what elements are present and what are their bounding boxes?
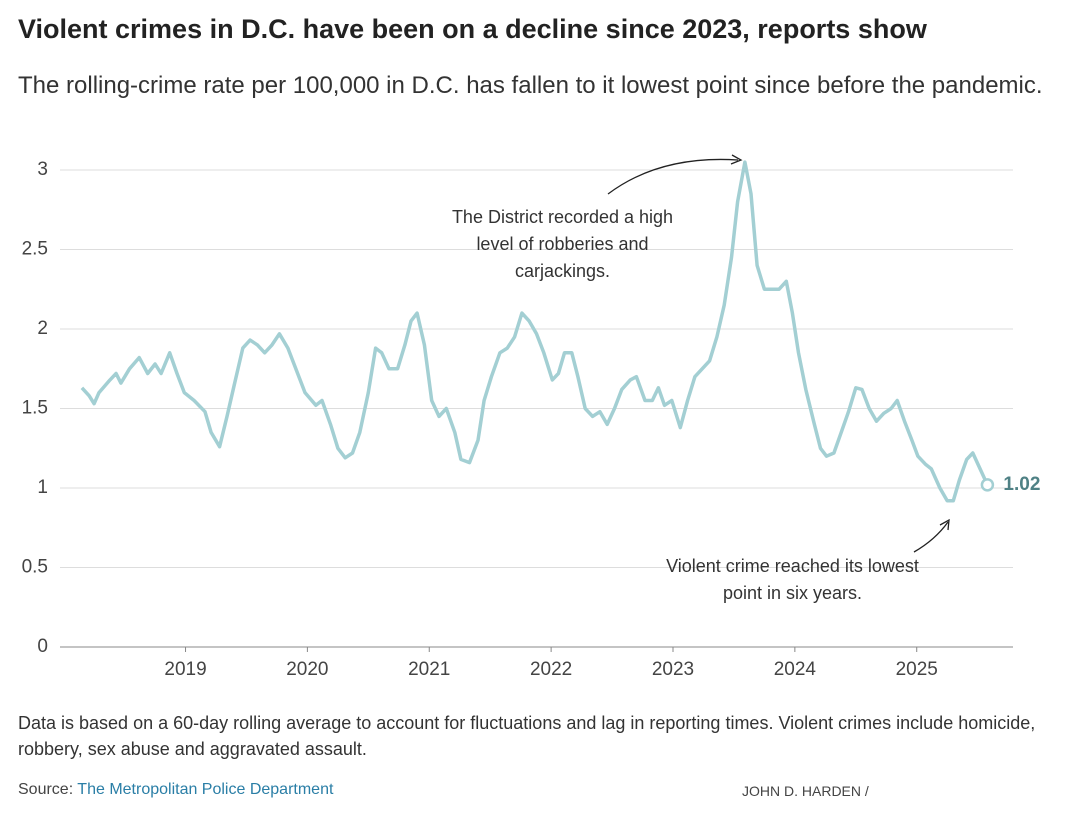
source-link[interactable]: The Metropolitan Police Department xyxy=(77,781,334,798)
chart-subtitle: The rolling-crime rate per 100,000 in D.… xyxy=(18,72,1043,99)
plot-area: 0 0.5 1 1.5 2 2.5 3 2019 2020 2021 2022 2023 2024 202… xyxy=(22,159,1041,680)
x-tick-label: 2019 xyxy=(164,659,206,680)
x-tick-label: 2020 xyxy=(286,659,328,680)
y-tick-label: 0 xyxy=(37,636,48,657)
data-line xyxy=(80,160,989,503)
annotation-arrow xyxy=(913,521,949,553)
y-tick-label: 0.5 xyxy=(22,557,48,578)
annotation: Violent crime reached its lowest point i… xyxy=(666,556,919,603)
x-tick-label: 2024 xyxy=(774,659,817,680)
end-label: 1.02 xyxy=(1003,474,1040,495)
end-marker xyxy=(980,478,995,492)
arrowhead xyxy=(939,518,950,531)
x-tick-label: 2025 xyxy=(896,659,938,680)
y-tick-label: 1 xyxy=(37,477,48,498)
y-tick-label: 1.5 xyxy=(22,398,48,419)
source-label: Source: xyxy=(18,781,74,798)
y-tick-label: 2.5 xyxy=(22,239,48,260)
arrowhead xyxy=(730,154,743,165)
source: Source: The Metropolitan Police Departme… xyxy=(18,781,333,799)
chart-title: Violent crimes in D.C. have been on a de… xyxy=(18,14,927,44)
annotation: The District recorded a high level of ro… xyxy=(451,207,674,281)
y-tick-label: 2 xyxy=(37,318,48,339)
x-tick-label: 2023 xyxy=(652,659,694,680)
chart-note: Data is based on a 60-day rolling averag… xyxy=(18,713,1036,759)
annotation-arrow xyxy=(607,158,739,195)
x-tick-label: 2021 xyxy=(408,659,450,680)
x-tick-label: 2022 xyxy=(530,659,572,680)
credit: JOHN D. HARDEN / xyxy=(742,783,869,799)
y-tick-label: 3 xyxy=(37,159,48,180)
